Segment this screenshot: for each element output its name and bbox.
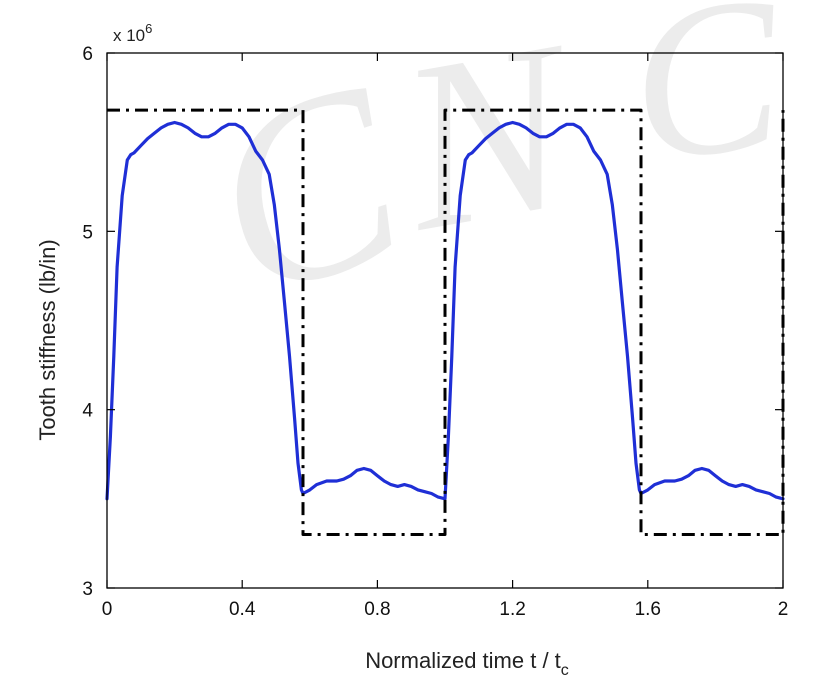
y-scale-factor-base: x 10 [113,26,145,45]
y-tick-label: 4 [82,401,93,422]
x-tick-label: 1.2 [499,599,525,620]
y-tick-label: 5 [82,222,93,243]
series-line-idealized [107,108,785,536]
y-axis-label: Tooth stiffness (lb/in) [35,239,60,440]
x-axis-label-subscript: c [561,662,569,679]
series-line-stiffness [105,120,785,501]
plot-marks [105,108,785,536]
y-tick-label: 6 [82,44,93,65]
x-tick-label: 2 [778,599,789,620]
watermark-letter: C [620,0,794,208]
x-tick-label: 0.4 [229,599,256,620]
y-scale-factor: x 106 [113,21,152,45]
x-axis-label-main: Normalized time t / t [365,648,561,673]
x-axis-label: Normalized time t / tc [365,648,569,679]
x-tick-label: 0.8 [364,599,390,620]
y-tick-label: 3 [82,579,93,600]
x-tick-label: 1.6 [635,599,661,620]
y-scale-factor-exponent: 6 [145,21,152,36]
x-tick-label: 0 [102,599,113,620]
plot-frame [106,52,784,589]
x-axis-ticks: 0 0.4 0.8 1.2 1.6 2 [102,53,789,620]
watermark-letter: N [381,0,599,282]
y-axis-ticks: 3 4 5 6 [82,44,783,600]
